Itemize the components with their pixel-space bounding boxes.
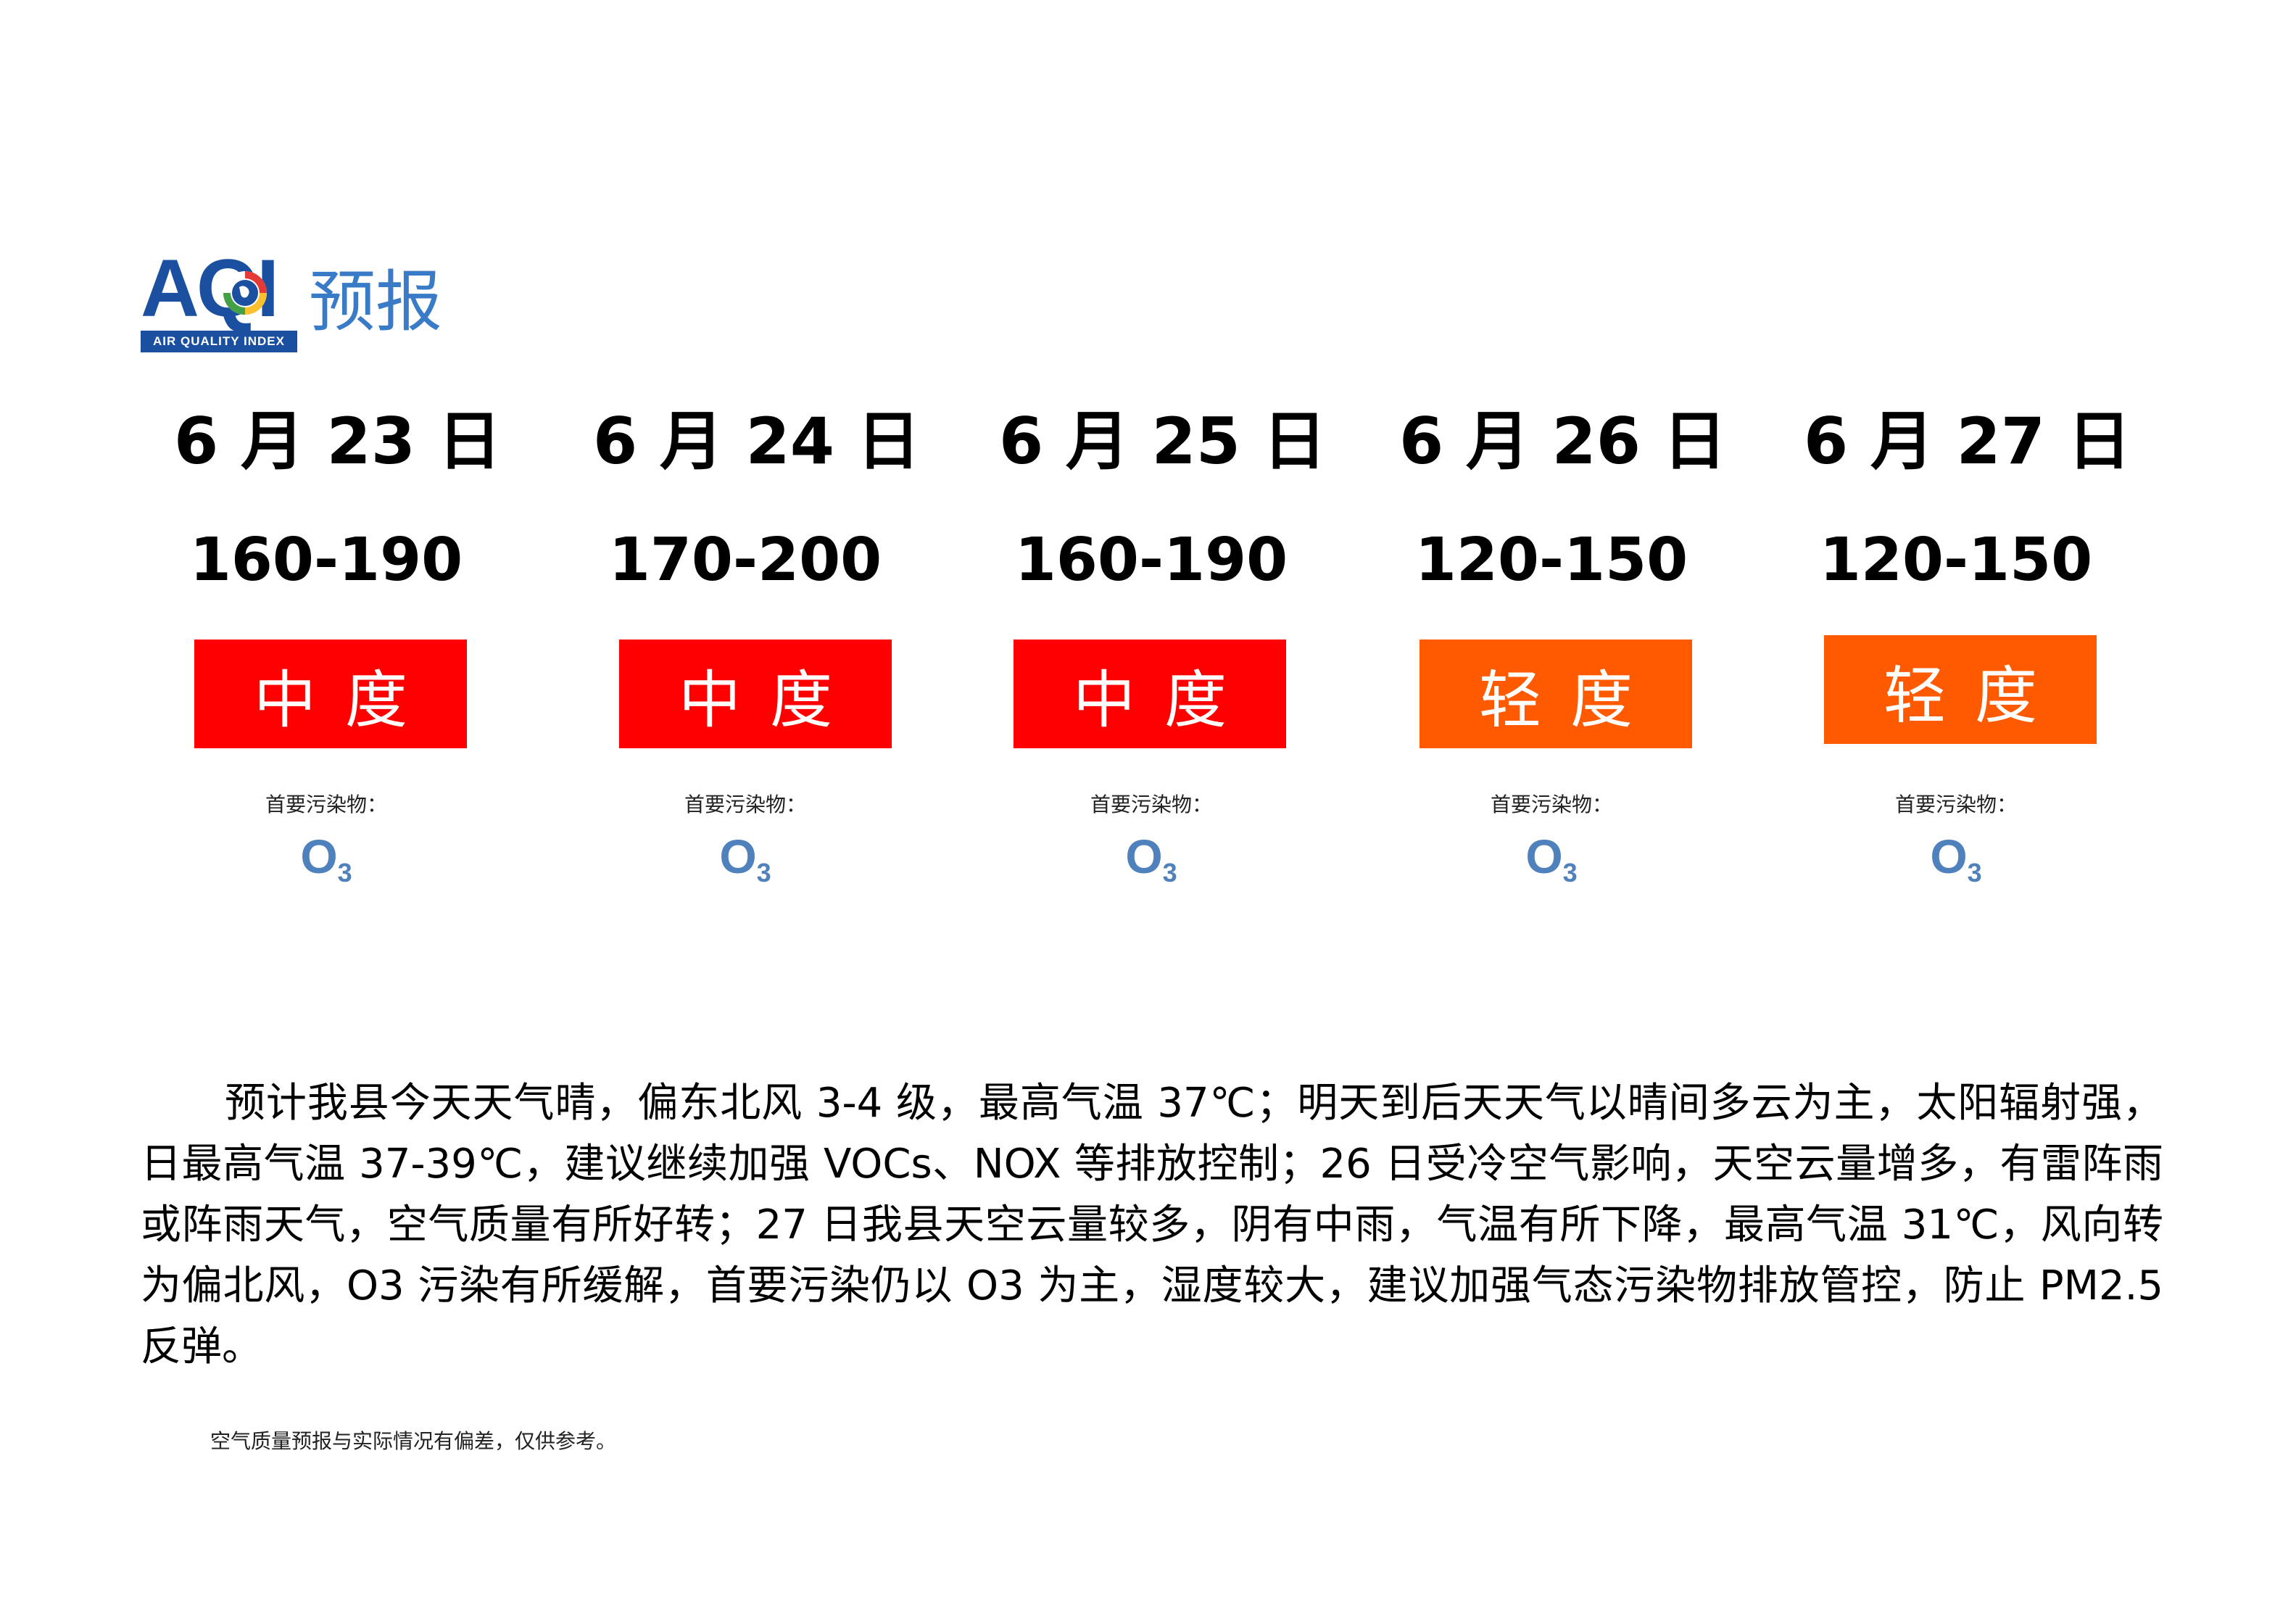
pollutant-subscript: 3 [756,858,771,887]
pollution-level-badge: 中度 [1014,640,1286,748]
aqi-range: 170-200 [608,526,882,595]
day-date: 6 月 23 日 [174,404,502,479]
aqi-logo-mark: AQI [141,248,300,336]
primary-pollutant: O3 [999,832,1304,886]
globe-icon [223,271,267,315]
primary-pollutant-label: 首要污染物： [1090,793,1212,816]
disclaimer-footnote: 空气质量预报与实际情况有偏差，仅供参考。 [210,1429,617,1453]
forecast-day: 6 月 26 日 120-150 轻度 首要污染物： O3 [1399,403,1727,911]
aqi-range: 120-150 [1819,526,2093,595]
aqi-logo: AQI AIR QUALITY INDEX 预报 [141,248,460,352]
day-date: 6 月 24 日 [593,404,921,479]
forecast-day: 6 月 24 日 170-200 中度 首要污染物： O3 [593,403,921,911]
forecast-day: 6 月 23 日 160-190 中度 首要污染物： O3 [174,403,502,911]
pollutant-symbol: O [719,829,757,883]
pollutant-subscript: 3 [1562,858,1578,887]
day-date: 6 月 25 日 [999,404,1327,479]
pollutant-symbol: O [1525,829,1563,883]
primary-pollutant: O3 [174,832,478,886]
pollution-level-badge: 中度 [194,640,467,748]
forecast-title: 预报 [309,263,443,341]
pollutant-subscript: 3 [1967,858,1982,887]
primary-pollutant-label: 首要污染物： [684,793,806,816]
forecast-day: 6 月 25 日 160-190 中度 首要污染物： O3 [999,403,1327,911]
pollution-level-badge: 中度 [619,640,892,748]
pollution-level-badge: 轻度 [1824,635,2097,744]
primary-pollutant: O3 [1804,832,2108,886]
day-date: 6 月 26 日 [1399,404,1727,479]
pollutant-symbol: O [1930,829,1968,883]
pollutant-subscript: 3 [337,858,352,887]
primary-pollutant-label: 首要污染物： [1894,793,2017,816]
aqi-range: 160-190 [1014,526,1288,595]
forecast-description: 预计我县今天天气晴，偏东北风 3-4 级，最高气温 37℃；明天到后天天气以晴间… [141,1080,2163,1370]
primary-pollutant: O3 [1399,832,1704,886]
primary-pollutant-label: 首要污染物： [1490,793,1612,816]
pollutant-symbol: O [300,829,338,883]
pollutant-symbol: O [1125,829,1163,883]
primary-pollutant: O3 [593,832,898,886]
primary-pollutant-label: 首要污染物： [265,793,387,816]
aqi-range: 120-150 [1414,526,1688,595]
forecast-day: 6 月 27 日 120-150 轻度 首要污染物： O3 [1804,403,2131,911]
pollutant-subscript: 3 [1162,858,1177,887]
aqi-logo-tagline: AIR QUALITY INDEX [141,331,297,352]
aqi-range: 160-190 [189,526,463,595]
day-date: 6 月 27 日 [1804,404,2131,479]
pollution-level-badge: 轻度 [1420,640,1692,748]
